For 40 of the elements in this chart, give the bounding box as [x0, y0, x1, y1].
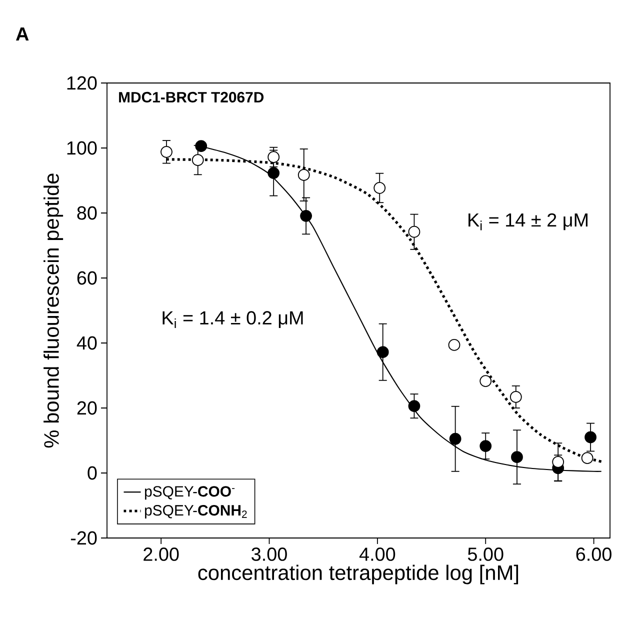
point — [480, 440, 492, 452]
point — [268, 167, 280, 179]
y-tick-label: -20 — [70, 531, 97, 545]
x-tick-label: 5.00 — [468, 548, 504, 561]
annotation: K$_{i}$ = 14 ± 2 μM — [468, 213, 588, 230]
x-tick-label: 3.00 — [252, 548, 287, 561]
point — [298, 169, 310, 181]
y-tick-label: 20 — [77, 401, 97, 415]
legend-label: pSQEY-CONH$_{2}$ — [145, 505, 247, 519]
point — [510, 391, 522, 403]
point — [448, 338, 460, 351]
x-tick-label: 6.00 — [576, 548, 612, 561]
point — [480, 375, 492, 387]
point — [192, 154, 204, 166]
y-tick-label: 120 — [67, 76, 97, 90]
annotation: K$_{i}$ = 1.4 ± 0.2 μM — [162, 311, 303, 328]
point — [581, 452, 594, 464]
y-axis-title: % bound fluourescein peptide — [44, 174, 64, 448]
point — [408, 226, 420, 238]
point — [449, 432, 462, 445]
point — [584, 431, 596, 444]
point — [552, 456, 564, 468]
y-tick-label: 60 — [77, 271, 97, 285]
point — [160, 146, 172, 158]
point — [408, 400, 420, 412]
x-tick-label: 4.00 — [359, 548, 396, 561]
point — [511, 451, 523, 464]
legend-label: pSQEY-COO$^{-}$ — [145, 486, 235, 500]
y-tick-label: 80 — [77, 206, 97, 220]
point — [268, 151, 280, 164]
text: A — [16, 28, 29, 41]
point — [374, 182, 386, 194]
chart-title: MDC1-BRCT T2067D — [119, 92, 264, 102]
y-tick-label: 0 — [88, 466, 97, 480]
x-tick-label: 2.00 — [144, 548, 179, 561]
x-axis-title: concentration tetrapeptide log [nM] — [198, 564, 518, 584]
point — [376, 346, 389, 358]
y-tick-label: 40 — [76, 336, 97, 350]
point — [300, 210, 312, 222]
y-tick-label: 100 — [67, 141, 97, 155]
